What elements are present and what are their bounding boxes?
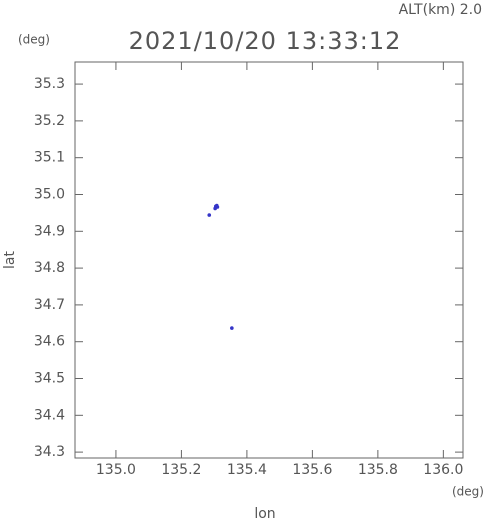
x-tick-label: 135.0 [96, 462, 136, 478]
x-unit: (deg) [452, 485, 484, 499]
altitude-annotation: ALT(km) 2.0 [399, 2, 482, 18]
data-point [230, 326, 234, 330]
y-tick-label: 35.0 [34, 186, 65, 202]
y-tick-label: 34.6 [34, 334, 65, 350]
x-tick-label: 135.4 [227, 462, 267, 478]
x-tick-label: 135.6 [292, 462, 332, 478]
y-tick-label: 34.4 [34, 407, 65, 423]
y-tick-label: 34.7 [34, 297, 65, 313]
y-tick-label: 35.2 [34, 113, 65, 129]
plot-frame [74, 61, 464, 459]
y-axis-label: lat [2, 251, 18, 269]
y-tick-label: 34.5 [34, 371, 65, 387]
y-tick-label: 34.8 [34, 260, 65, 276]
y-tick-label: 35.1 [34, 150, 65, 166]
y-tick-label: 34.3 [34, 444, 65, 460]
y-tick-label: 34.9 [34, 223, 65, 239]
data-point [214, 203, 219, 208]
data-point [213, 206, 217, 211]
y-unit: (deg) [18, 33, 50, 47]
y-tick-label: 35.3 [34, 76, 65, 92]
x-tick-label: 135.2 [161, 462, 201, 478]
x-axis-label: lon [254, 506, 275, 521]
chart-title: 2021/10/20 13:33:12 [129, 27, 402, 55]
data-point [207, 213, 212, 217]
x-tick-label: 136.0 [423, 462, 463, 478]
x-tick-label: 135.8 [358, 462, 398, 478]
